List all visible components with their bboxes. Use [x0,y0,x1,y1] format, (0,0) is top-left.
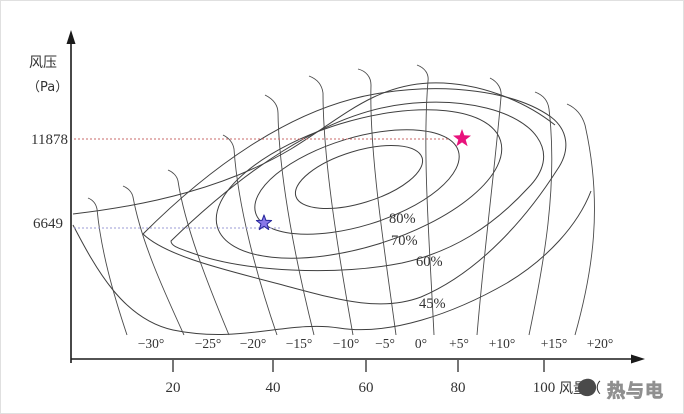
blade-angle-curves [87,64,595,336]
angle-label-minus-25: −25° [195,336,222,351]
curve-plus-10 [476,77,502,336]
x-label-40: 40 [266,380,281,396]
x-axis-arrow-icon [631,354,645,364]
x-tick-labels: 20 40 60 80 100 [166,380,556,396]
axes [66,30,645,372]
efficiency-contour-labels: 80% 70% 60% 45% [389,211,446,312]
angle-label-minus-15: −15° [286,336,313,351]
x-label-80: 80 [451,380,466,396]
efficiency-label-45: 45% [419,296,446,312]
operating-point-star-icon [255,214,273,231]
watermark-text: 热与电 [607,380,664,402]
y-axis-arrow-icon [66,30,76,44]
angle-label-minus-5: −5° [375,336,395,351]
angle-label-minus-10: −10° [333,336,360,351]
contour-45 [142,88,567,305]
x-label-60: 60 [359,380,374,396]
curve-minus-30 [87,197,128,336]
x-label-20: 20 [166,380,181,396]
angle-label-0: 0° [415,336,427,351]
angle-label-plus-15: +15° [541,336,568,351]
contour-outer-lower [72,190,592,335]
contour-outer-upper [72,82,556,215]
curve-0 [357,68,397,336]
y-axis-unit: （Pa） [27,80,68,95]
curve-plus-15 [528,91,553,336]
y-value-6649: 6649 [33,216,63,232]
x-label-100: 100 [533,380,556,396]
angle-label-plus-5: +5° [449,336,469,351]
y-axis-title: 风压 [29,55,57,71]
y-value-11878: 11878 [31,132,68,148]
design-point-star-icon [453,129,471,147]
contour-inner [294,145,424,209]
curve-plus-20 [566,103,595,336]
angle-label-minus-30: −30° [138,336,165,351]
curve-minus-10 [264,94,315,336]
curve-minus-20 [167,169,230,336]
contour-70 [215,109,503,259]
efficiency-label-80: 80% [389,211,416,227]
curve-minus-15 [222,134,278,336]
curve-minus-25 [122,185,185,336]
curve-plus-5 [416,64,435,336]
efficiency-label-70: 70% [391,233,418,249]
curve-minus-5 [308,75,354,336]
angle-label-plus-10: +10° [489,336,516,351]
watermark: 热与电 [578,378,664,402]
contour-60 [170,101,545,272]
watermark-logo-icon [578,378,597,397]
angle-label-plus-20: +20° [587,336,614,351]
contour-80 [254,129,460,235]
efficiency-label-60: 60% [416,254,443,270]
blade-angle-labels: −30° −25° −20° −15° −10° −5° 0° +5° +10°… [138,336,614,351]
angle-label-minus-20: −20° [240,336,267,351]
efficiency-contours [72,82,592,335]
